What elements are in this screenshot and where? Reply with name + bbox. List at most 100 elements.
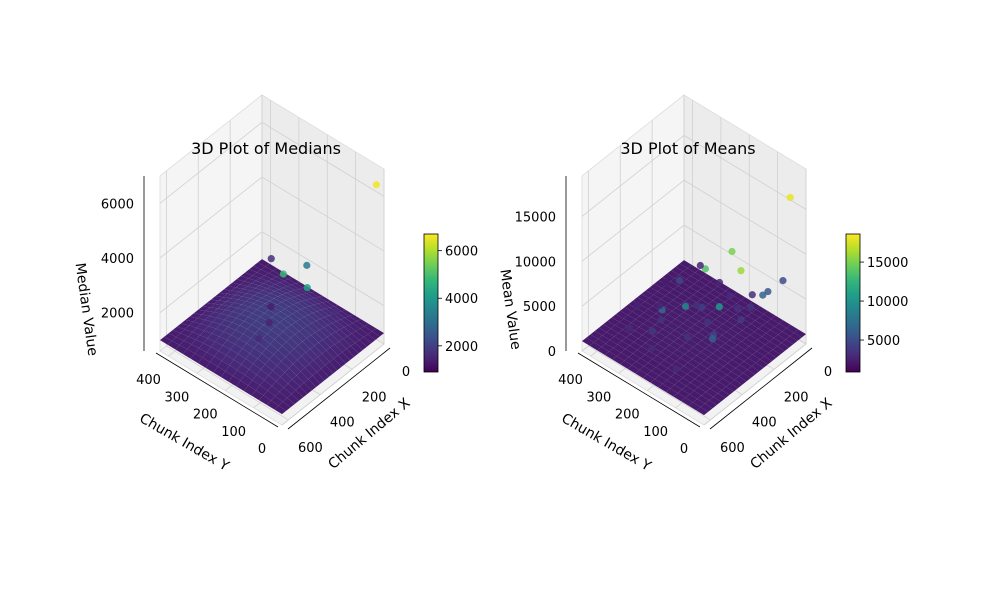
surface-patch (318, 339, 331, 351)
surface-patch (704, 400, 717, 409)
surface-patch (778, 331, 790, 340)
gridline-z-back (159, 176, 263, 259)
surface-patch (256, 306, 269, 314)
surface-patch (291, 390, 304, 401)
surface-patch (244, 278, 256, 284)
surface-patch (729, 336, 742, 345)
surface-patch (202, 352, 215, 363)
surface-patch (671, 373, 683, 382)
surface-patch (177, 323, 189, 330)
surface-patch (644, 350, 657, 360)
surface-patch (612, 356, 625, 365)
surface-patch (277, 302, 289, 309)
gridline-z (683, 179, 807, 255)
surface-patch (716, 358, 728, 367)
surface-patch (722, 374, 735, 384)
surface-patch (656, 299, 669, 307)
surface-patch (653, 291, 666, 300)
surface-patch (272, 276, 284, 283)
surface-patch (306, 335, 319, 346)
surface-patch (610, 336, 622, 345)
surface-patch (247, 283, 260, 289)
surface-patch (287, 284, 300, 291)
surface-patch (725, 287, 738, 296)
surface-patch (747, 312, 760, 321)
surface-patch (265, 359, 277, 371)
y-tick-label: 400 (558, 373, 583, 388)
surface-patch (270, 339, 283, 351)
surface-patch (188, 332, 200, 340)
surface-patch (694, 280, 706, 289)
gridline-z (683, 135, 807, 210)
surface-patch (705, 388, 718, 397)
surface-patch (689, 390, 702, 399)
x-tick-label: 600 (298, 441, 323, 456)
surface-patch (657, 340, 670, 349)
surface-patch (732, 356, 744, 365)
surface-patch (284, 279, 296, 285)
surface-patch (196, 323, 209, 331)
surface-patch (715, 316, 728, 324)
surface-patch (294, 345, 306, 357)
surface-patch (632, 361, 644, 370)
surface-patch (257, 353, 270, 365)
surface-patch (191, 339, 204, 349)
surface-patch (259, 283, 272, 289)
surface-patch (239, 281, 252, 287)
x-axis-line (287, 347, 391, 430)
surface-patch (690, 378, 703, 388)
surface-patch (762, 322, 775, 330)
surface-patch (777, 342, 789, 352)
surface-patch (707, 311, 720, 320)
surface (160, 259, 384, 415)
surface-patch (206, 346, 219, 357)
surface-patch (219, 289, 232, 294)
surface-patch (247, 324, 260, 334)
surface-patch (288, 277, 301, 284)
surface-patch (160, 336, 172, 345)
surface-patch (322, 336, 335, 348)
surface-patch (605, 339, 618, 348)
surface-patch (719, 366, 732, 375)
surface-patch (698, 383, 710, 393)
surface-patch (739, 361, 752, 370)
surface-patch (638, 323, 651, 332)
surface-patch (711, 308, 724, 317)
surface-patch (228, 375, 241, 387)
surface-patch (299, 287, 312, 294)
surface-patch (233, 353, 246, 365)
surface-patch (219, 331, 232, 341)
surface-patch (238, 348, 250, 359)
surface-patch (264, 375, 277, 386)
surface-patch (175, 344, 188, 354)
surface-patch (640, 354, 653, 363)
surface-patch (758, 325, 771, 334)
surface-patch (650, 379, 663, 388)
surface-patch (586, 334, 599, 343)
surface-patch (190, 353, 203, 364)
surface-patch (744, 357, 756, 367)
z-tick-label: 4000 (101, 252, 134, 267)
surface-patch (655, 363, 668, 372)
surface-patch (616, 310, 628, 319)
surface-patch (730, 379, 743, 389)
surface-patch (677, 389, 690, 398)
surface-patch (226, 298, 239, 303)
surface-patch (778, 320, 791, 329)
surface-patch (682, 279, 695, 288)
surface-patch (688, 305, 700, 314)
surface-patch (670, 384, 682, 394)
surface-patch (694, 375, 707, 384)
surface-patch (725, 339, 738, 349)
surface-patch (225, 306, 238, 312)
surface-patch (283, 286, 295, 292)
surface-patch (255, 329, 267, 339)
surface-patch (305, 349, 318, 361)
surface-patch (323, 325, 336, 335)
surface-patch (348, 323, 361, 332)
scatter-point (683, 333, 691, 341)
surface-patch (696, 407, 709, 416)
surface-patch (664, 356, 677, 365)
surface-patch (266, 343, 278, 355)
surface-patch (718, 378, 731, 387)
